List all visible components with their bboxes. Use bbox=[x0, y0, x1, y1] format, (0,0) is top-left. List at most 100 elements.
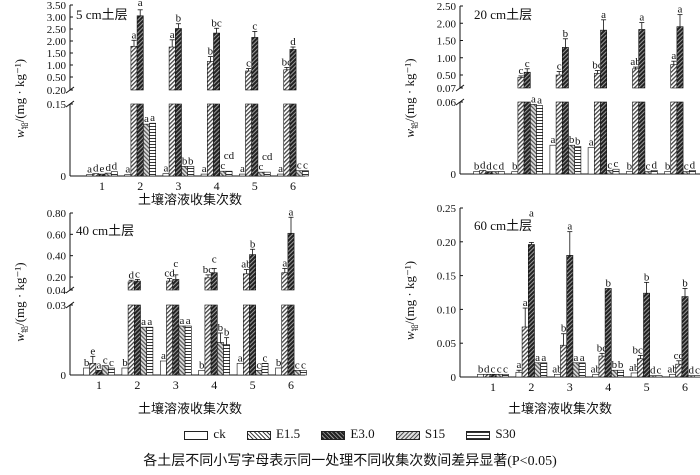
x-tick-label: 1 bbox=[490, 380, 496, 394]
significance-letter: ab bbox=[552, 363, 563, 375]
bar-E1.5 bbox=[598, 355, 606, 378]
bar-S30 bbox=[146, 326, 154, 376]
bar-E3.0-upper bbox=[249, 254, 256, 291]
bar-E1.5-lower bbox=[127, 304, 135, 376]
legend-item-e30: E3.0 bbox=[321, 426, 375, 442]
bar-E3.0 bbox=[566, 255, 574, 378]
bar-S30 bbox=[225, 170, 233, 177]
x-tick-label: 5 bbox=[644, 380, 650, 394]
y-tick-label: 0.07 bbox=[437, 83, 457, 95]
significance-letter: e bbox=[90, 345, 95, 357]
y-label-subscript: 铅 bbox=[410, 122, 419, 129]
bar-ck bbox=[236, 363, 244, 376]
significance-letter: d bbox=[499, 161, 505, 173]
significance-letter: b bbox=[199, 359, 205, 371]
legend-label: ck bbox=[213, 426, 226, 441]
significance-letter: c bbox=[503, 363, 508, 375]
bar-E1.5-upper bbox=[204, 277, 212, 291]
bar-E1.5-upper bbox=[245, 70, 252, 91]
significance-letter: b bbox=[182, 155, 188, 167]
y-label-unit: /(mg · kg⁻¹) bbox=[12, 262, 27, 325]
y-label-symbol: w bbox=[402, 331, 417, 340]
y-label-unit: /(mg · kg⁻¹) bbox=[12, 59, 27, 122]
panel-title: 5 cm土层 bbox=[76, 7, 128, 22]
significance-letter: c bbox=[301, 359, 306, 371]
significance-letter: b bbox=[605, 277, 611, 289]
panel-2: 0 0.03 0.040.20 0.40 0.60 0.80 w铅/(mg · kg⁻¹) 4… bbox=[12, 206, 307, 416]
legend-item-e15: E1.5 bbox=[246, 426, 301, 442]
x-tick-label: 5 bbox=[250, 378, 256, 392]
bar-S15 bbox=[572, 362, 580, 378]
significance-letter: a bbox=[671, 50, 676, 62]
bar-E1.5-lower bbox=[670, 101, 678, 175]
significance-letter: a bbox=[678, 4, 683, 16]
bar-E1.5-lower bbox=[283, 103, 291, 177]
bar-E1.5-lower bbox=[130, 103, 138, 177]
bar-E1.5 bbox=[521, 326, 529, 378]
bar-S30 bbox=[223, 344, 230, 376]
bar-E1.5 bbox=[675, 363, 683, 378]
x-axis-label: 土壤溶液收集次数 bbox=[138, 401, 242, 416]
significance-letter: a bbox=[150, 112, 155, 124]
bar-E3.0-lower bbox=[136, 103, 144, 177]
bar-E1.5-upper bbox=[281, 272, 289, 291]
bar-E1.5-upper bbox=[243, 273, 250, 291]
bar-ck bbox=[83, 367, 90, 376]
bar-E1.5-lower bbox=[204, 304, 212, 376]
bar-E1.5-lower bbox=[245, 103, 252, 177]
significance-letter: c bbox=[256, 359, 261, 371]
y-label-unit: /(mg · kg⁻¹) bbox=[402, 261, 417, 324]
bar-S30 bbox=[578, 362, 586, 378]
significance-letter: b bbox=[561, 323, 567, 335]
bar-S30 bbox=[263, 171, 271, 177]
significance-letter: b bbox=[665, 161, 671, 173]
x-tick-label: 2 bbox=[528, 380, 534, 394]
x-tick-label: 3 bbox=[173, 378, 179, 392]
significance-letter: c bbox=[557, 61, 562, 73]
significance-letter: b bbox=[122, 357, 128, 369]
y-tick-label: 0 bbox=[451, 169, 457, 181]
bar-E1.5-lower bbox=[632, 101, 639, 175]
y-axis-label: w铅/(mg · kg⁻¹) bbox=[402, 58, 419, 137]
significance-letter: c bbox=[497, 363, 502, 375]
figure-note: 各土层不同小写字母表示同一处理不同收集次数间差异显著(P<0.05) bbox=[143, 454, 557, 469]
legend-label: E1.5 bbox=[275, 426, 301, 441]
significance-letter: bc bbox=[211, 17, 222, 29]
bar-E3.0-lower bbox=[213, 103, 220, 177]
bar-E3.0-upper bbox=[561, 47, 569, 89]
legend-label: E3.0 bbox=[350, 426, 375, 441]
significance-letter: c bbox=[695, 365, 700, 377]
significance-letter: a bbox=[580, 352, 585, 364]
y-tick-label: 2.00 bbox=[47, 36, 67, 48]
significance-letter: bc bbox=[597, 342, 608, 354]
y-tick-label: 0.15 bbox=[47, 99, 67, 111]
significance-letter: a bbox=[138, 0, 143, 9]
bar-S30 bbox=[299, 370, 307, 376]
x-tick-label: 6 bbox=[290, 179, 296, 193]
bar-E3.0-lower bbox=[172, 304, 180, 376]
legend-item-ck: ck bbox=[184, 426, 226, 442]
bar-E1.5 bbox=[89, 363, 97, 376]
y-tick-label: 0.10 bbox=[437, 304, 457, 316]
bar-ck bbox=[549, 144, 557, 175]
y-tick-label: 0.50 bbox=[47, 72, 67, 84]
significance-letter: c bbox=[263, 352, 268, 364]
bar-S30 bbox=[540, 362, 548, 378]
bar-E1.5-upper bbox=[670, 64, 678, 89]
y-tick-label: 0.15 bbox=[437, 271, 457, 283]
panel-3: 0 0.05 0.10 0.15 0.20 0.25 w铅/(mg · kg⁻¹) 60 cm… bbox=[402, 203, 700, 416]
y-axis-label: w铅/(mg · kg⁻¹) bbox=[12, 262, 29, 341]
y-tick-label: 0 bbox=[61, 370, 67, 382]
y-tick-label: 0.40 bbox=[47, 251, 67, 263]
x-tick-label: 6 bbox=[288, 378, 294, 392]
significance-letter: e bbox=[100, 163, 105, 175]
bar-E3.0-lower bbox=[289, 103, 297, 177]
significance-letter: a bbox=[529, 207, 534, 219]
bar-E3.0-lower bbox=[523, 101, 531, 175]
significance-letter: d bbox=[650, 365, 656, 377]
significance-letter: a bbox=[535, 352, 540, 364]
bar-E3.0-upper bbox=[213, 32, 220, 91]
significance-letter: cd bbox=[674, 350, 685, 362]
significance-letter: c bbox=[519, 65, 524, 77]
